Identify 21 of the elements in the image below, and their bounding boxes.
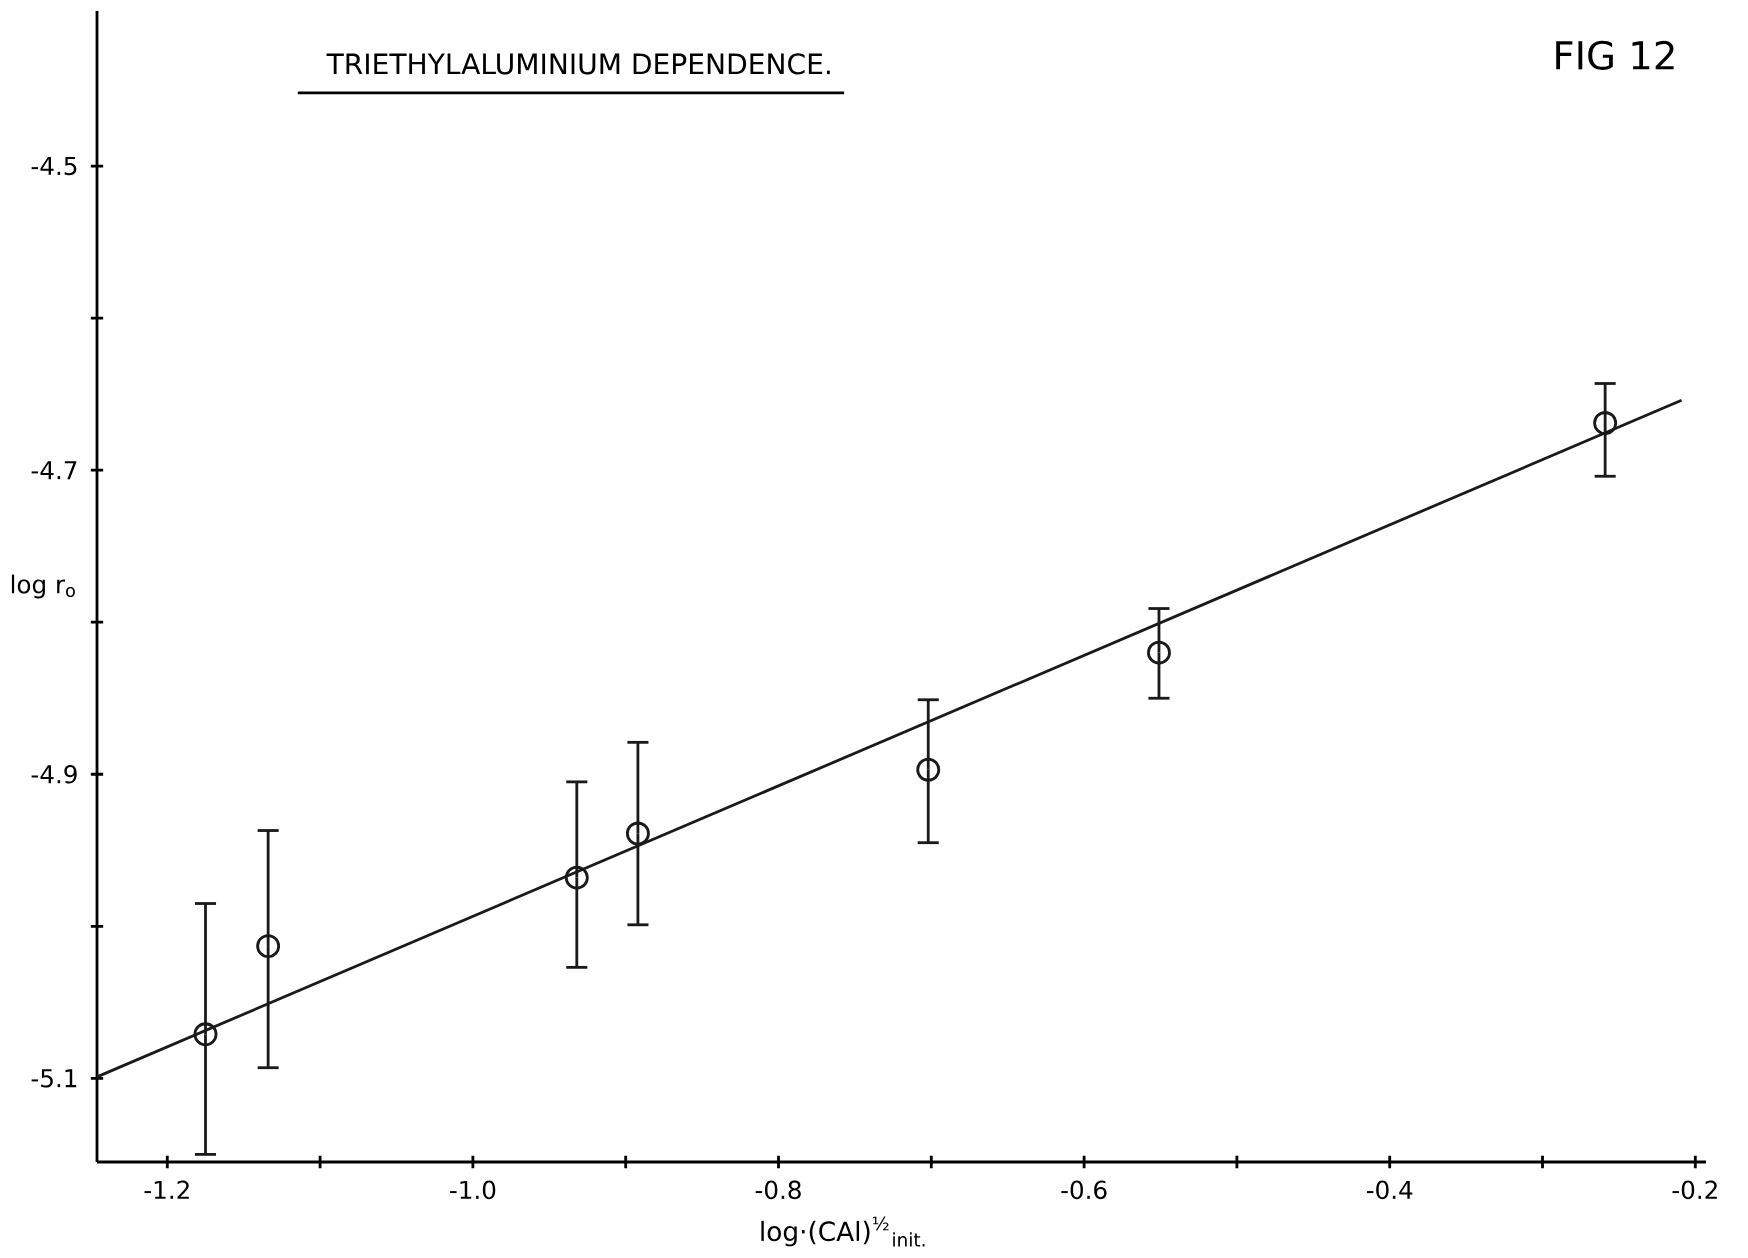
x-tick-label: -0.6 (1061, 1180, 1107, 1200)
x-tick-label: -0.4 (1366, 1180, 1413, 1200)
y-axis-title: log r$_{o}$ (11, 574, 75, 599)
point (256, 934, 281, 959)
x-tick-label: -1.0 (450, 1180, 496, 1200)
y-tick-label: -5.1 (31, 1069, 77, 1088)
point (1593, 411, 1618, 435)
point (1147, 640, 1171, 665)
x-tick-label: -1.2 (144, 1180, 189, 1199)
x-tick-label: -0.2 (1672, 1180, 1717, 1200)
point (193, 1022, 218, 1047)
y-tick-label: -4.9 (31, 764, 77, 784)
annotation: FIG 12 (1556, 40, 1674, 70)
x-tick-label: -0.8 (755, 1180, 801, 1200)
x-axis-title: log·(CAl)$^{½}$init. (761, 1216, 925, 1247)
point (916, 757, 941, 782)
point (625, 821, 650, 846)
y-tick-label: -4.5 (31, 156, 77, 176)
point (564, 865, 589, 890)
text: TRIETHYLALUMINIUM DEPENDENCE. (326, 53, 830, 75)
y-tick-label: -4.7 (31, 461, 77, 480)
